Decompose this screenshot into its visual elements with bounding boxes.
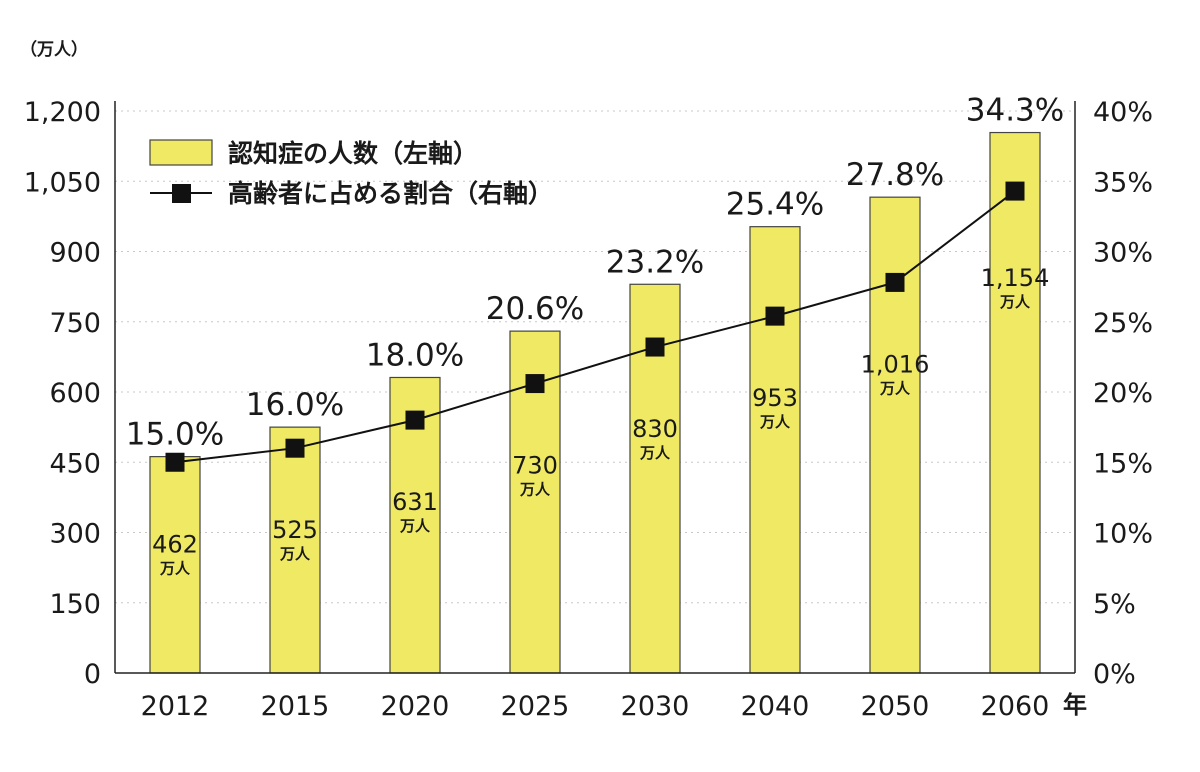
ratio-marker-2015 [285,438,305,458]
y2-tick-label: 10% [1093,519,1153,550]
x-tick-label: 2012 [141,691,210,722]
y-tick-label: 450 [49,448,101,479]
y2-tick-label: 40% [1093,97,1153,128]
ratio-label: 23.2% [606,244,704,280]
y2-tick-label: 35% [1093,167,1153,198]
x-tick-label: 2030 [621,691,690,722]
bar-value-label: 730 [512,452,558,480]
ratio-marker-2040 [765,306,785,326]
ratio-label: 20.6% [486,291,584,327]
x-tick-label: 2040 [741,691,810,722]
ratio-marker-2012 [165,452,185,472]
y2-tick-label: 30% [1093,238,1153,269]
x-tick-label: 2050 [861,691,930,722]
y-tick-label: 300 [49,519,101,550]
bar-2040 [749,226,801,674]
x-axis-unit-label: 年 [1063,691,1087,719]
y-tick-label: 0 [84,659,101,690]
ratio-marker-2050 [885,272,905,292]
ratio-label: 18.0% [366,337,464,373]
x-tick-label: 2060 [981,691,1050,722]
bar-value-label: 462 [152,530,198,558]
ratio-label: 34.3% [966,93,1064,129]
legend-bar-label: 認知症の人数（左軸） [228,139,478,168]
y2-tick-label: 5% [1093,589,1136,620]
bar-value-label: 830 [632,415,678,443]
legend-bar-swatch [149,139,213,166]
ratio-label: 16.0% [246,387,344,423]
bar-unit-label: 万人 [759,413,791,431]
bar-value-label: 1,154 [981,264,1050,292]
bar-value-label: 631 [392,488,438,516]
bar-unit-label: 万人 [159,559,191,577]
bar-2060 [989,131,1041,674]
y2-tick-label: 15% [1093,448,1153,479]
x-tick-label: 2020 [381,691,450,722]
bar-2012 [149,456,201,674]
y2-tick-label: 25% [1093,308,1153,339]
bar-unit-label: 万人 [879,379,911,397]
bar-unit-label: 万人 [999,293,1031,311]
y-tick-label: 150 [49,589,101,620]
bar-value-label: 1,016 [861,350,930,378]
bar-unit-label: 万人 [639,444,671,462]
y-axis-unit-label: （万人） [20,39,88,60]
y-tick-label: 1,050 [24,167,101,198]
y-tick-label: 1,200 [24,97,101,128]
bar-value-label: 953 [752,384,798,412]
ratio-marker-2060 [1005,181,1025,201]
ratio-marker-2020 [405,410,425,430]
legend-line-marker [172,184,191,203]
ratio-line [174,190,1016,464]
bar-unit-label: 万人 [399,517,431,535]
bar-value-label: 525 [272,516,318,544]
y2-tick-label: 20% [1093,378,1153,409]
ratio-marker-2030 [645,337,665,357]
x-tick-label: 2025 [501,691,570,722]
bar-unit-label: 万人 [519,481,551,499]
bar-unit-label: 万人 [279,545,311,563]
ratio-label: 15.0% [126,417,224,453]
y-tick-label: 900 [49,238,101,269]
y-tick-label: 600 [49,378,101,409]
ratio-label: 27.8% [846,157,944,193]
ratio-label: 25.4% [726,187,824,223]
x-tick-label: 2015 [261,691,330,722]
legend-line-label: 高齢者に占める割合（右軸） [228,179,553,208]
ratio-marker-2025 [525,374,545,394]
y2-tick-label: 0% [1093,659,1136,690]
y-tick-label: 750 [49,308,101,339]
